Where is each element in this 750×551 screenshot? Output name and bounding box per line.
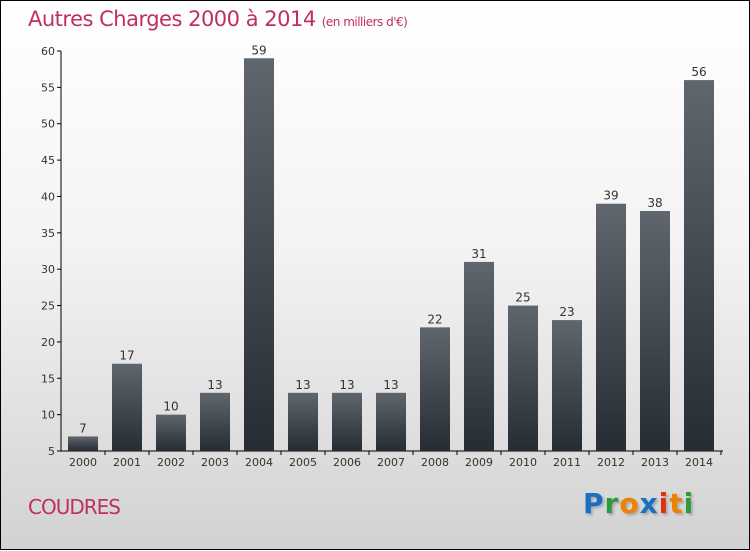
bar-2005 <box>288 392 318 451</box>
y-tick-label: 40 <box>41 190 55 203</box>
logo-letter: o <box>619 487 640 520</box>
data-label: 56 <box>691 65 706 79</box>
x-tick-label: 2013 <box>641 456 669 469</box>
data-label: 13 <box>339 378 354 392</box>
data-label: 13 <box>207 378 222 392</box>
y-tick-label: 60 <box>41 45 55 58</box>
bar-2013 <box>640 211 670 451</box>
y-tick-label: 5 <box>48 445 55 458</box>
logo-letter: r <box>604 487 620 520</box>
x-tick-label: 2014 <box>685 456 713 469</box>
data-label: 13 <box>383 378 398 392</box>
y-tick-label: 20 <box>41 336 55 349</box>
logo-letter: i <box>658 487 670 520</box>
x-tick-label: 2000 <box>69 456 97 469</box>
bar-2006 <box>332 392 362 451</box>
data-label: 17 <box>119 349 134 363</box>
data-label: 13 <box>295 378 310 392</box>
bar-2011 <box>552 320 582 451</box>
x-tick-label: 2010 <box>509 456 537 469</box>
x-tick-label: 2003 <box>201 456 229 469</box>
data-label: 22 <box>427 312 442 326</box>
chart-title: Autres Charges 2000 à 2014 (en milliers d… <box>28 7 408 31</box>
y-tick-label: 30 <box>41 263 55 276</box>
y-tick-label: 45 <box>41 154 55 167</box>
data-label: 38 <box>647 196 662 210</box>
bar-2004 <box>244 58 274 451</box>
town-name: COUDRES <box>28 495 121 519</box>
bar-2008 <box>420 327 450 451</box>
x-tick-label: 2005 <box>289 456 317 469</box>
title-text: Autres Charges 2000 à 2014 <box>28 7 316 31</box>
logo-letter: i <box>683 487 695 520</box>
y-tick-label: 55 <box>41 81 55 94</box>
y-tick-label: 35 <box>41 227 55 240</box>
x-tick-label: 2006 <box>333 456 361 469</box>
x-tick-label: 2002 <box>157 456 185 469</box>
bar-2003 <box>200 392 230 451</box>
x-tick-label: 2012 <box>597 456 625 469</box>
y-tick-label: 25 <box>41 300 55 313</box>
logo-letter: t <box>669 487 684 520</box>
logo-letter: x <box>639 487 659 520</box>
data-label: 59 <box>251 43 266 57</box>
x-tick-label: 2007 <box>377 456 405 469</box>
y-tick-label: 50 <box>41 118 55 131</box>
bar-2014 <box>684 80 714 451</box>
x-tick-label: 2004 <box>245 456 273 469</box>
x-tick-label: 2008 <box>421 456 449 469</box>
bar-2001 <box>112 363 142 451</box>
logo-letter: P <box>583 487 605 520</box>
bar-2009 <box>464 261 494 451</box>
y-tick-label: 15 <box>41 372 55 385</box>
data-label: 7 <box>79 421 87 435</box>
bar-2007 <box>376 392 406 451</box>
x-tick-label: 2001 <box>113 456 141 469</box>
proxiti-logo: Proxiti <box>583 487 694 520</box>
data-label: 39 <box>603 189 618 203</box>
bar-2010 <box>508 305 538 451</box>
x-tick-label: 2011 <box>553 456 581 469</box>
bar-2000 <box>68 436 98 451</box>
x-tick-label: 2009 <box>465 456 493 469</box>
y-tick-label: 10 <box>41 409 55 422</box>
data-label: 25 <box>515 291 530 305</box>
data-label: 23 <box>559 305 574 319</box>
bar-2012 <box>596 203 626 451</box>
bar-2002 <box>156 414 186 451</box>
data-label: 31 <box>471 247 486 261</box>
chart-subtitle: (en milliers d'€) <box>321 15 408 29</box>
data-label: 10 <box>163 400 178 414</box>
